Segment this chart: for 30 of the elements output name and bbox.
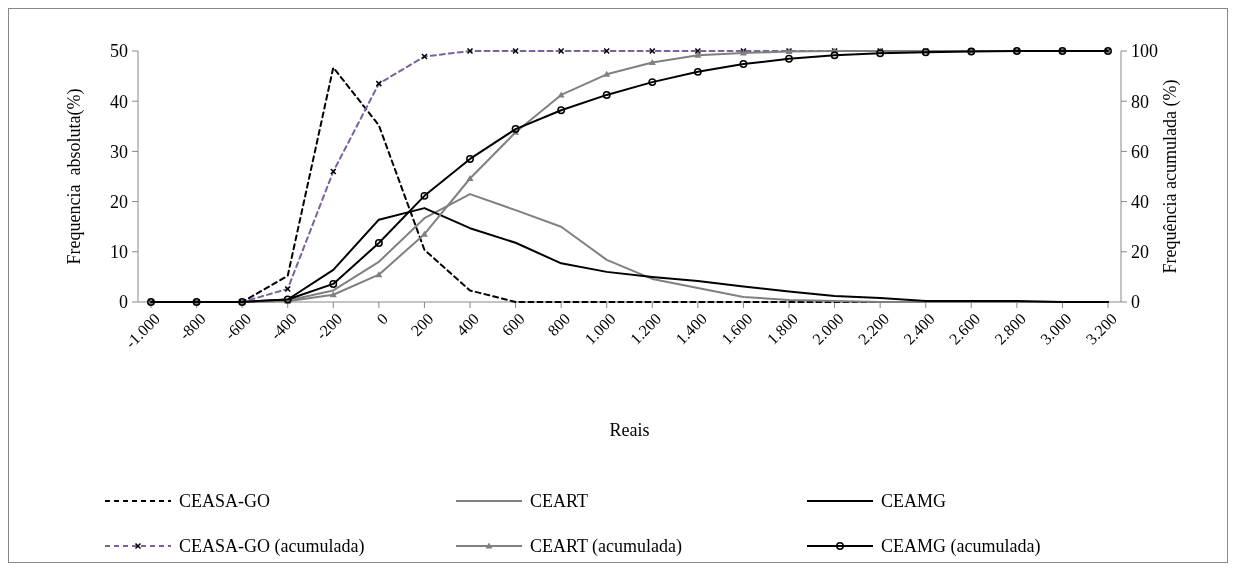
- legend-label: CEAMG (acumulada): [881, 536, 1041, 558]
- legend-label: CEART: [530, 491, 588, 512]
- y-axis-title: Frequencia absoluta(%): [64, 88, 85, 265]
- y-tick-label: 40: [110, 91, 128, 112]
- x-tick-label: -400: [267, 310, 300, 343]
- y2-tick-label: 0: [1131, 292, 1140, 313]
- x-tick-label: 800: [544, 310, 574, 340]
- x-tick-label: 0: [373, 310, 391, 328]
- legend-label: CEART (acumulada): [530, 536, 683, 558]
- y-tick-label: 0: [119, 292, 128, 313]
- legend-label: CEASA-GO (acumulada): [179, 536, 365, 558]
- x-tick-label: -800: [175, 310, 209, 343]
- x-tick-label: 400: [453, 310, 483, 340]
- x-tick-label: -200: [312, 310, 346, 343]
- y-tick-label: 10: [110, 242, 128, 263]
- y-tick-label: 20: [110, 191, 128, 212]
- y2-tick-label: 20: [1131, 242, 1149, 263]
- y-tick-label: 30: [110, 141, 128, 162]
- legend-label: CEAMG: [881, 491, 947, 512]
- x-tick-label: 600: [498, 310, 528, 340]
- y2-tick-label: 40: [1131, 191, 1149, 212]
- x-tick-label: 200: [407, 310, 437, 340]
- x-axis-title: Reais: [609, 420, 650, 440]
- y2-tick-label: 100: [1131, 41, 1158, 62]
- legend-label: CEASA-GO: [179, 491, 271, 512]
- y2-axis-title: Frequência acumulada (%): [1160, 79, 1181, 274]
- y2-tick-label: 80: [1131, 91, 1149, 112]
- x-tick-label: -600: [221, 310, 255, 343]
- y2-tick-label: 60: [1131, 141, 1149, 162]
- y-tick-label: 50: [110, 41, 128, 62]
